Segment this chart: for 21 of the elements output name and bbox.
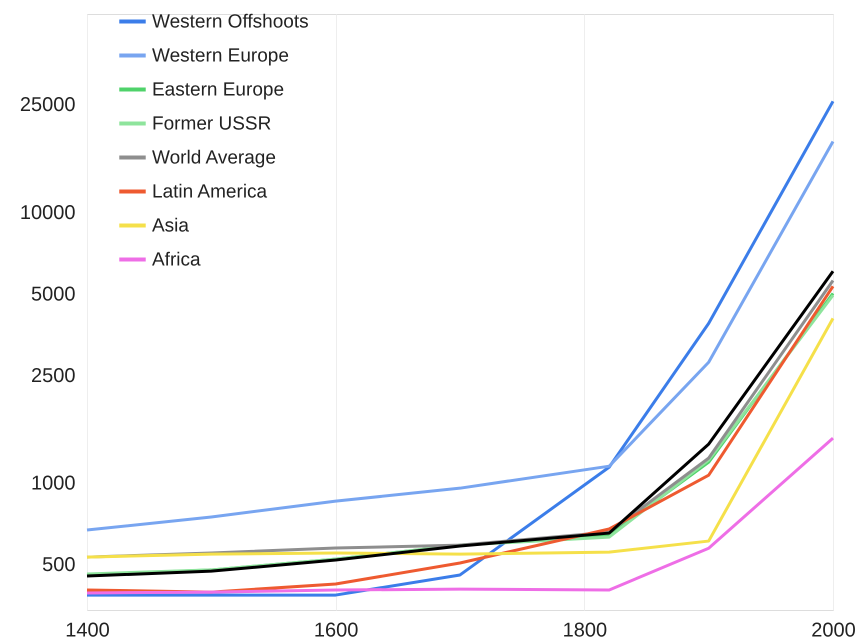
y-tick-label: 10000	[20, 202, 76, 224]
y-tick-label: 500	[42, 554, 76, 576]
line-series	[86, 436, 834, 594]
line-series	[86, 100, 834, 597]
legend-label: Western Europe	[152, 46, 289, 66]
y-tick-label: 2500	[31, 364, 76, 387]
y-tick-label: 25000	[20, 94, 76, 116]
x-tick-label: 1400	[65, 620, 110, 642]
legend-label: Western Offshoots	[152, 12, 309, 32]
legend-label: Former USSR	[152, 114, 272, 134]
x-tick-label: 1600	[314, 620, 358, 642]
legend-label: Africa	[152, 250, 201, 270]
legend-label: Eastern Europe	[152, 80, 284, 100]
legend-label: Asia	[152, 216, 190, 236]
line-series	[86, 140, 834, 532]
legend-label: Latin America	[152, 182, 268, 202]
y-tick-label: 5000	[31, 283, 76, 306]
y-tick-label: 1000	[31, 472, 76, 495]
x-tick-label: 2000	[811, 620, 856, 642]
legend-label: World Average	[152, 148, 276, 168]
x-tick-label: 1800	[562, 620, 608, 642]
